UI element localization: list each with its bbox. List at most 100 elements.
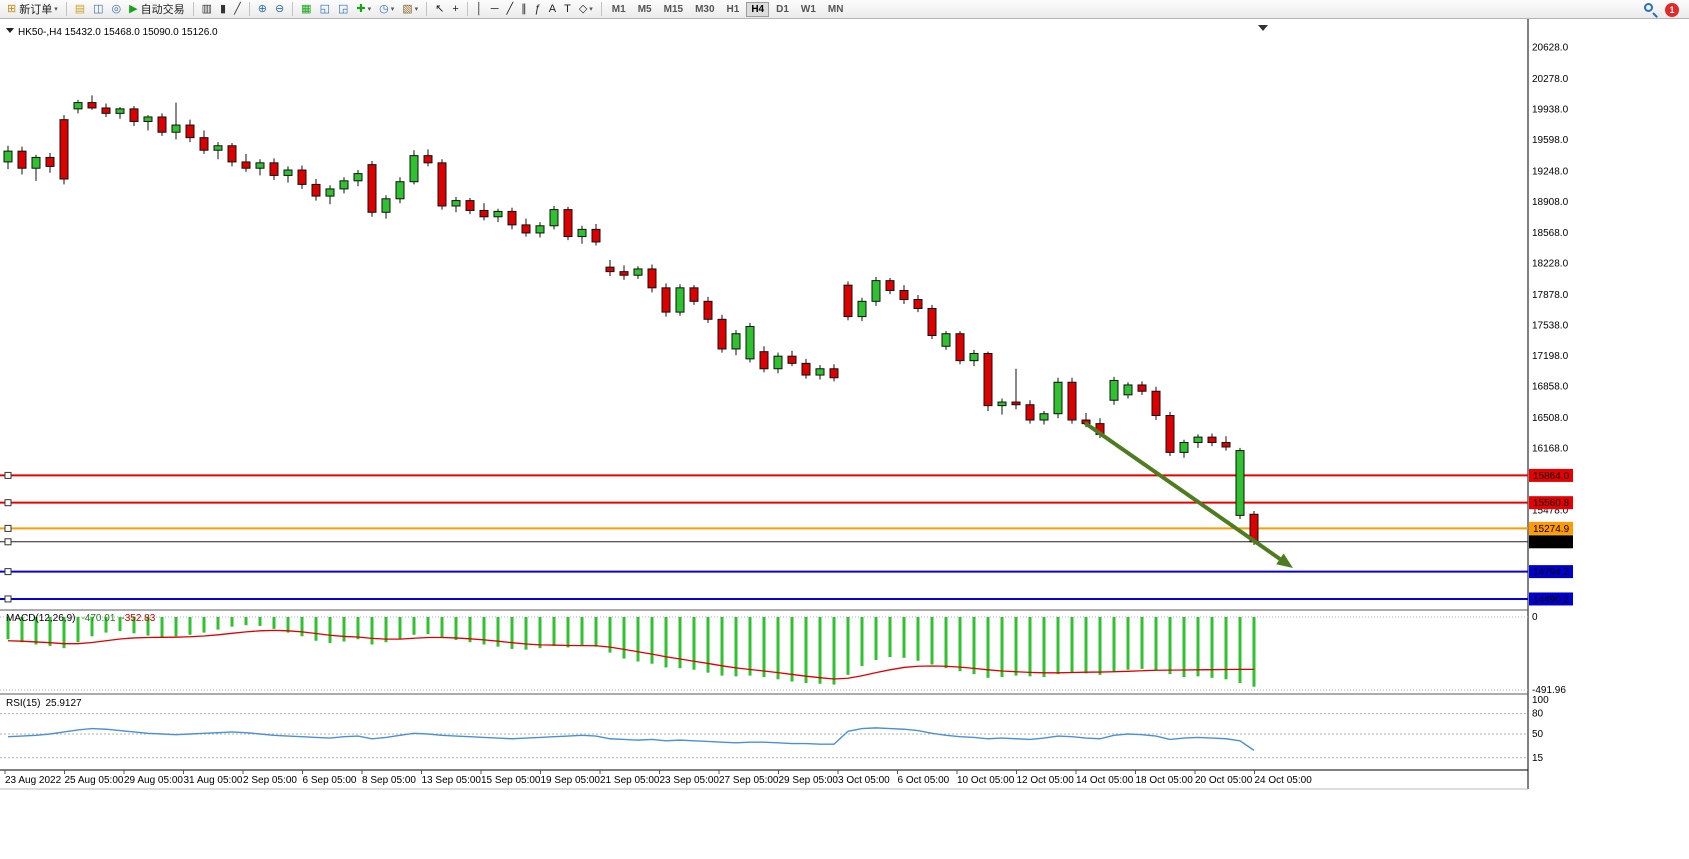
- macd-bar: [818, 617, 822, 684]
- channel-button[interactable]: ∥: [518, 1, 530, 18]
- new-chart-button[interactable]: ✚ ▾: [353, 1, 374, 18]
- trendline-button[interactable]: ╱: [503, 1, 516, 18]
- dropdown-caret-icon: ▾: [367, 6, 372, 13]
- timeframe-W1[interactable]: W1: [800, 3, 816, 15]
- community-icon-button[interactable]: ◫: [90, 1, 106, 18]
- time-axis-label: 13 Sep 05:00: [422, 775, 482, 786]
- candle-bear: [913, 299, 923, 310]
- line-handle[interactable]: [4, 538, 12, 546]
- autotrading-button-label: 自动交易: [140, 4, 185, 16]
- notification-badge[interactable]: 1: [1665, 2, 1679, 17]
- candlestick-chart-button[interactable]: ▮: [217, 1, 229, 18]
- candle-bear: [199, 137, 209, 151]
- rsi-label: RSI(15) 25.9127: [6, 698, 82, 709]
- crosshair-button[interactable]: +: [449, 1, 461, 18]
- candle-bull: [339, 180, 349, 190]
- trend-arrow-shaft[interactable]: [1083, 421, 1282, 561]
- macd-bar: [608, 617, 612, 653]
- horizontal-line-button[interactable]: ─: [488, 1, 502, 18]
- new-order-icon: ⊞: [7, 2, 17, 15]
- line-handle[interactable]: [4, 568, 12, 576]
- trend-arrow-annotation[interactable]: [1083, 421, 1293, 568]
- price-axis-label: 18908.0: [1532, 197, 1569, 208]
- timeframe-M15[interactable]: M15: [663, 3, 684, 15]
- candle-bull: [969, 352, 979, 362]
- chart-collapse-toggle[interactable]: [6, 28, 14, 33]
- templates-button[interactable]: ▧ ▾: [399, 1, 421, 18]
- candle-bear: [563, 209, 573, 238]
- tile-windows-icon: ▦: [301, 2, 312, 15]
- candle-bull: [143, 116, 153, 122]
- arrange-asc-icon: ◱: [319, 2, 330, 15]
- candlestick-chart-icon: ▮: [220, 2, 227, 15]
- zoom-in-icon: ⊕: [257, 2, 267, 15]
- search-icon[interactable]: [1643, 2, 1658, 17]
- line-handle[interactable]: [4, 595, 12, 603]
- macd-bar: [510, 617, 514, 649]
- candle-bear: [1151, 390, 1161, 417]
- bars-chart-icon: ▥: [201, 2, 213, 15]
- macd-bar: [664, 617, 668, 668]
- macd-bar: [804, 617, 808, 684]
- periods-button[interactable]: ◷ ▾: [376, 1, 397, 18]
- candle-bull: [815, 368, 825, 376]
- candle-bear: [1067, 381, 1077, 421]
- vertical-line-button[interactable]: │: [473, 1, 486, 18]
- toolbar-separator: [192, 2, 194, 16]
- macd-bar: [328, 617, 332, 643]
- timeframe-D1[interactable]: D1: [776, 3, 789, 15]
- macd-bar: [846, 617, 850, 675]
- fibonacci-button[interactable]: ƒ: [532, 1, 544, 18]
- line-handle[interactable]: [4, 471, 12, 479]
- autotrading-button[interactable]: ▶ 自动交易: [126, 1, 187, 18]
- main-toolbar: ⊞ 新订单 ▾ ▤ ◫ ◎ ▶ 自动交易 ▥ ▮ ╱ ⊕ ⊖ ▦ ◱ ◲ ✚ ▾ ◷ ▾ ▧ ▾ ↖ + │ ─ ╱ ∥ ƒ A T ◇ ▾ M1…: [0, 0, 1689, 19]
- dropdown-caret-icon: ▾: [589, 6, 593, 13]
- timeframe-M1[interactable]: M1: [611, 3, 626, 15]
- timeframe-H4[interactable]: H4: [746, 1, 770, 17]
- timeframe-M30[interactable]: M30: [695, 3, 715, 15]
- dropdown-caret-icon: ▾: [414, 6, 419, 13]
- line-handle[interactable]: [4, 499, 12, 507]
- time-axis-label: 12 Oct 05:00: [1017, 775, 1075, 786]
- signals-icon-button[interactable]: ◎: [109, 1, 125, 18]
- candle-bear: [843, 284, 853, 318]
- price-axis-label: 19938.0: [1532, 105, 1569, 116]
- cursor-button[interactable]: ↖: [432, 1, 447, 18]
- candle-bear: [647, 268, 657, 289]
- text-button[interactable]: A: [546, 1, 559, 18]
- time-axis-label: 10 Oct 05:00: [957, 775, 1015, 786]
- timeframe-MN[interactable]: MN: [827, 3, 844, 15]
- arrange-asc-button[interactable]: ◱: [317, 1, 333, 18]
- candle-bear: [661, 287, 671, 313]
- line-chart-button[interactable]: ╱: [231, 1, 244, 18]
- candle-bear: [983, 352, 993, 407]
- candle-bear: [129, 108, 139, 122]
- zoom-in-button[interactable]: ⊕: [255, 1, 270, 18]
- time-axis[interactable]: 23 Aug 2022 25 Aug 05:00 29 Aug 05:00 31 Au…: [4, 770, 1312, 786]
- new-order-button[interactable]: ⊞ 新订单 ▾: [4, 1, 61, 18]
- line-handle[interactable]: [4, 524, 12, 532]
- shapes-icon: ◇: [578, 2, 588, 15]
- label-button[interactable]: T: [561, 1, 574, 18]
- macd-bar: [76, 617, 80, 643]
- timeframe-M5[interactable]: M5: [637, 3, 652, 15]
- zoom-out-button[interactable]: ⊖: [272, 1, 287, 18]
- chart-shift-marker[interactable]: [1258, 25, 1268, 31]
- macd-bar: [1000, 617, 1004, 678]
- macd-bar: [692, 617, 696, 670]
- rsi-scale-label: 50: [1532, 729, 1544, 740]
- trendline-icon: ╱: [506, 2, 514, 15]
- arrange-desc-button[interactable]: ◲: [335, 1, 351, 18]
- timeframe-H1[interactable]: H1: [726, 3, 740, 15]
- candle-bull: [31, 156, 41, 169]
- candle-bear: [619, 271, 629, 276]
- candle-bull: [871, 280, 881, 302]
- shapes-button[interactable]: ◇ ▾: [576, 1, 596, 18]
- macd-bar: [48, 617, 52, 646]
- tile-windows-button[interactable]: ▦: [298, 1, 314, 18]
- macd-bar: [20, 617, 24, 643]
- price-axis[interactable]: 20628.0 20278.0 19938.0 19598.0 19248.0 18908…: [1532, 43, 1569, 517]
- market-icon-button[interactable]: ▤: [72, 1, 88, 18]
- bars-chart-button[interactable]: ▥: [199, 1, 215, 18]
